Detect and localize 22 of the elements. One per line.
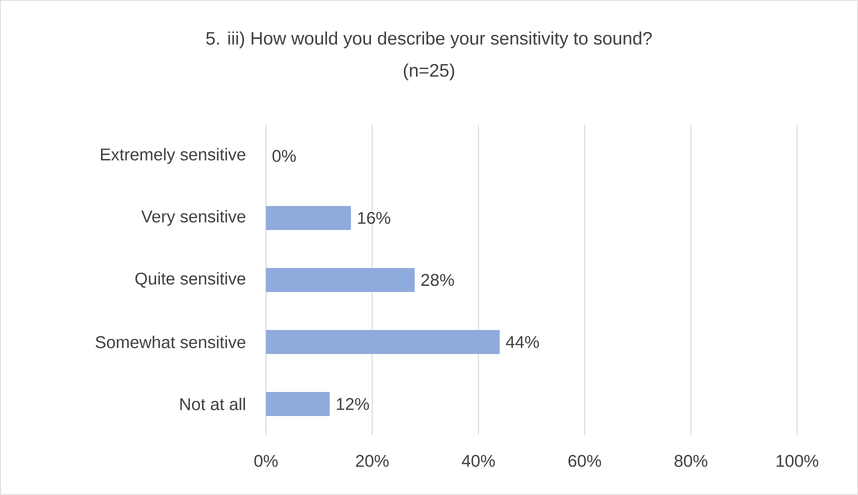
y-tick-label: Quite sensitive xyxy=(135,272,246,288)
x-tick-label: 80% xyxy=(674,454,708,467)
x-tick-label: 20% xyxy=(356,454,389,467)
y-tick-label: Very sensitive xyxy=(141,210,246,226)
data-label: 0% xyxy=(272,150,296,162)
x-tick-label: 40% xyxy=(462,454,495,467)
x-tick-label: 0% xyxy=(254,454,278,467)
x-tick-label: 100% xyxy=(776,454,818,467)
chart-subtitle: (n=25) xyxy=(404,64,454,80)
y-tick-label: Somewhat sensitive xyxy=(96,336,246,348)
bar xyxy=(266,268,415,292)
y-tick-label: Extremely sensitive xyxy=(101,148,246,164)
data-label: 44% xyxy=(506,336,539,348)
bar xyxy=(266,206,351,230)
chart-title: 5. iii) How would you describe your sensitivity to sound? xyxy=(206,32,652,48)
bar xyxy=(266,392,330,416)
data-label: 16% xyxy=(358,212,390,224)
bar xyxy=(266,330,500,354)
data-label: 12% xyxy=(336,398,369,410)
y-tick-label: Not at all xyxy=(180,398,245,410)
data-label: 28% xyxy=(421,274,454,286)
x-tick-label: 60% xyxy=(568,454,602,467)
